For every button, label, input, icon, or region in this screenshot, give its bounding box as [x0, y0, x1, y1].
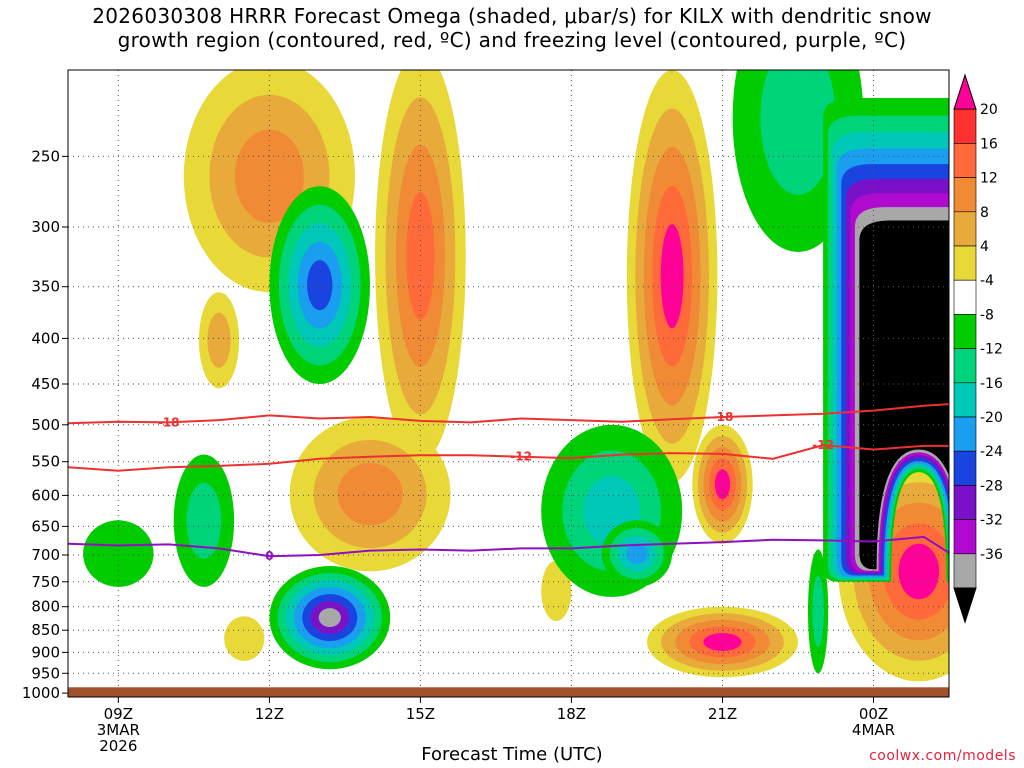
y-tick-label-250: 250 [31, 147, 60, 165]
omega-cell-1-level8 [207, 312, 231, 368]
dendritic-snow-growth-12C-label-1: -12 [812, 438, 834, 452]
freezing-level-0C-label-0: 0 [265, 549, 273, 563]
freezing-level-0C-line [68, 535, 949, 558]
y-tick-label-550: 550 [31, 453, 60, 471]
colorbar-box-5 [953, 245, 977, 281]
y-tick-label-400: 400 [31, 329, 60, 347]
colorbar-label--32: -32 [980, 513, 1003, 529]
x-tick-label-21Z: 21Z [708, 705, 737, 723]
omega-cell-7-level20 [898, 543, 940, 600]
x-tick-year-09Z: 2026 [99, 737, 137, 755]
y-tick-label-1000: 1000 [22, 684, 60, 702]
x-tick-label-18Z: 18Z [557, 705, 586, 723]
colorbar-box-10 [953, 416, 977, 452]
chart-title-line2: growth region (contoured, red, ºC) and f… [117, 28, 907, 52]
colorbar-box-6 [953, 279, 977, 315]
y-tick-label-900: 900 [31, 643, 60, 661]
y-tick-label-650: 650 [31, 517, 60, 535]
omega-cell-17-level-8 [760, 70, 836, 195]
colorbar-box-8 [953, 348, 977, 384]
omega-cell-5-level20 [714, 469, 731, 500]
colorbar-label-4: 4 [980, 239, 989, 255]
colorbar-box-13 [953, 519, 977, 555]
colorbar-label--12: -12 [980, 342, 1003, 358]
x-tick-label-15Z: 15Z [406, 705, 435, 723]
colorbar-label-20: 20 [980, 102, 998, 118]
y-tick-label-600: 600 [31, 486, 60, 504]
x-tick-label-12Z: 12Z [255, 705, 284, 723]
omega-cell-3-level12 [337, 463, 403, 526]
omega-cell-6-level20 [703, 633, 742, 651]
y-tick-label-300: 300 [31, 218, 60, 236]
y-tick-label-750: 750 [31, 573, 60, 591]
colorbar-box-14 [953, 553, 977, 589]
credit-text: coolwx.com/models [869, 748, 1016, 764]
y-tick-label-500: 500 [31, 416, 60, 434]
omega-cell-10-level-20 [307, 260, 333, 311]
colorbar-label--36: -36 [980, 547, 1003, 563]
colorbar-label--24: -24 [980, 444, 1003, 460]
dendritic-snow-growth-12C-line [68, 444, 949, 472]
surface-ground [68, 687, 949, 697]
omega-cell-0-level12 [234, 129, 304, 223]
omega-cell-15-level-16 [626, 543, 648, 564]
x-tick-date-00Z: 4MAR [852, 721, 895, 739]
omega-cell-4-level20 [660, 224, 684, 329]
colorbar-top-triangle [953, 73, 977, 110]
x-tick-label-09Z: 09Z [104, 705, 133, 723]
y-tick-label-450: 450 [31, 375, 60, 393]
temperature-contours: -18 -18 -12 -12 0 0 [68, 403, 949, 563]
colorbar-box-2 [953, 143, 977, 178]
y-axis: 250 300 350 400 450 500 550 600 650 700 750 800 850 9… [22, 147, 68, 702]
omega-cell-8-level4 [224, 616, 265, 661]
dendritic-snow-growth-12C-label-0: -12 [510, 450, 532, 464]
omega-cell-11-level-32 [318, 608, 341, 628]
colorbar-box-4 [953, 211, 977, 247]
omega-cell-12-level-4 [83, 520, 154, 587]
colorbar-label--4: -4 [980, 273, 994, 289]
colorbar-box-1 [953, 108, 977, 144]
colorbar-label--20: -20 [980, 410, 1003, 426]
y-tick-label-700: 700 [31, 546, 60, 564]
colorbar-label--28: -28 [980, 478, 1003, 494]
colorbar-box-11 [953, 450, 977, 486]
plot-area: -18 -18 -12 -12 0 0 [68, 70, 949, 697]
chart-title-line1: 2026030308 HRRR Forecast Omega (shaded, … [92, 4, 932, 28]
colorbar-label-12: 12 [980, 171, 998, 187]
dendritic-snow-growth-18C-label-1: -18 [712, 410, 734, 424]
colorbar-box-3 [953, 177, 977, 213]
colorbar-box-9 [953, 382, 977, 418]
y-tick-label-950: 950 [31, 664, 60, 682]
colorbar-label--16: -16 [980, 376, 1003, 392]
colorbar-label-16: 16 [980, 136, 998, 152]
freezing-level-0C-label-1: 0 [844, 534, 852, 548]
omega-cell-16-level-8 [812, 575, 824, 648]
dendritic-snow-growth-18C-label-0: -18 [158, 415, 180, 429]
omega-cell-13-level-8 [186, 482, 222, 559]
colorbar-box-7 [953, 314, 977, 349]
colorbar-box-12 [953, 485, 977, 520]
omega-cell-9-level4 [541, 560, 572, 621]
colorbar-bottom-triangle [953, 587, 977, 624]
x-tick-date-09Z: 3MAR [97, 721, 140, 739]
x-axis-title: Forecast Time (UTC) [421, 744, 603, 765]
y-tick-label-800: 800 [31, 598, 60, 616]
dendritic-snow-growth-18C-line [68, 403, 949, 425]
colorbar-label-8: 8 [980, 205, 989, 221]
colorbar-label--8: -8 [980, 307, 994, 323]
chart-title: 2026030308 HRRR Forecast Omega (shaded, … [0, 4, 1024, 52]
y-tick-label-350: 350 [31, 278, 60, 296]
subsidence-region-level-36 [859, 220, 949, 570]
x-tick-label-00Z: 00Z [859, 705, 888, 723]
colorbar: 20 16 12 8 4 -4 -8 -12 -16 -20 -24 -28 -32 -36 [953, 73, 1003, 624]
y-tick-label-850: 850 [31, 621, 60, 639]
